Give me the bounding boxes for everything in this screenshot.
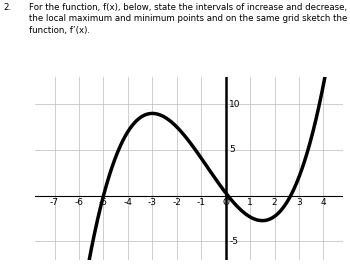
Text: 3: 3 (296, 198, 302, 207)
Text: -1: -1 (197, 198, 206, 207)
Text: O: O (222, 198, 229, 207)
Text: -4: -4 (124, 198, 132, 207)
Text: 2: 2 (272, 198, 277, 207)
Text: 2.: 2. (4, 3, 12, 12)
Text: 10: 10 (229, 100, 241, 109)
Text: -6: -6 (75, 198, 84, 207)
Text: 5: 5 (229, 145, 235, 154)
Text: -5: -5 (99, 198, 108, 207)
Text: -3: -3 (148, 198, 157, 207)
Text: For the function, f(x), below, state the intervals of increase and decrease, the: For the function, f(x), below, state the… (29, 3, 350, 35)
Text: -5: -5 (229, 237, 238, 246)
Text: 4: 4 (321, 198, 326, 207)
Text: -7: -7 (50, 198, 59, 207)
Text: -2: -2 (172, 198, 181, 207)
Text: 1: 1 (247, 198, 253, 207)
